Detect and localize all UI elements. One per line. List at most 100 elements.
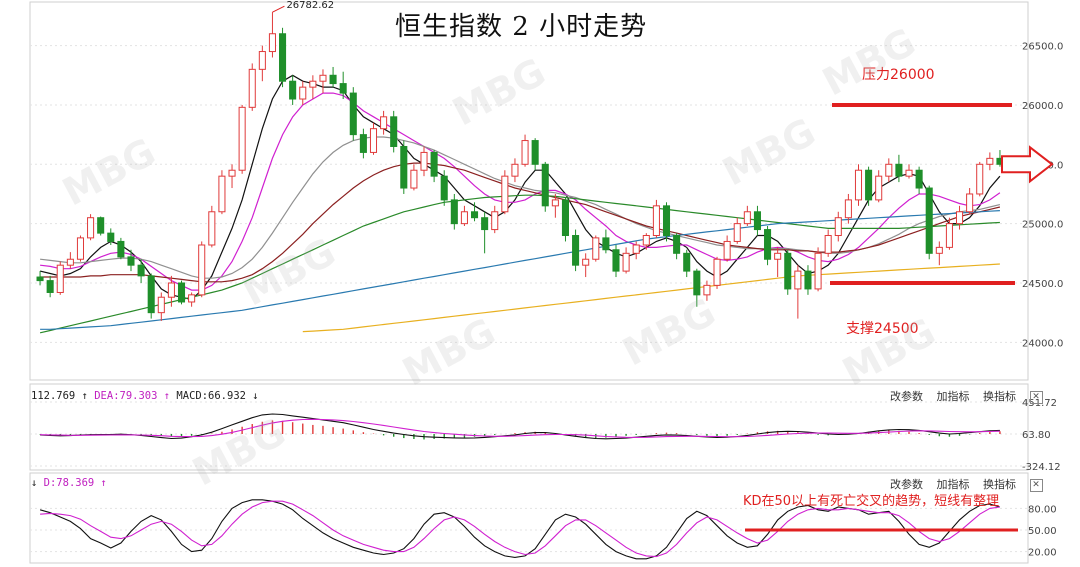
candle bbox=[279, 27, 287, 88]
candle bbox=[299, 81, 307, 105]
candle bbox=[693, 268, 701, 307]
candle bbox=[410, 164, 418, 191]
kd-change-params-button[interactable]: 改参数 bbox=[890, 478, 923, 491]
candle bbox=[673, 233, 681, 260]
candle-body bbox=[733, 223, 741, 242]
candle-body bbox=[966, 193, 974, 213]
candle bbox=[925, 185, 933, 260]
candle bbox=[683, 249, 691, 278]
candle-body bbox=[511, 163, 519, 177]
candle bbox=[117, 237, 125, 260]
candle-body bbox=[945, 223, 953, 248]
candle-body bbox=[87, 217, 95, 239]
candle-body bbox=[794, 270, 802, 290]
candle bbox=[986, 152, 994, 171]
candle bbox=[945, 217, 953, 250]
candle-body bbox=[289, 80, 297, 100]
candle-body bbox=[582, 258, 590, 266]
candle bbox=[46, 275, 54, 298]
candle bbox=[895, 154, 903, 183]
kd-add-indicator-button[interactable]: 加指标 bbox=[936, 478, 970, 491]
candle-body bbox=[612, 249, 620, 272]
macd-panel-buttons: 改参数 加指标 换指标 ✕ bbox=[880, 388, 1043, 404]
candle-body bbox=[97, 217, 105, 234]
candle bbox=[753, 205, 761, 236]
candle-body bbox=[471, 211, 479, 219]
candle bbox=[976, 161, 984, 197]
candle-body bbox=[935, 246, 943, 254]
candle bbox=[531, 138, 539, 171]
candle bbox=[956, 205, 964, 230]
candle-body bbox=[228, 169, 236, 177]
kd-switch-indicator-button[interactable]: 换指标 bbox=[983, 478, 1016, 491]
candle-body bbox=[339, 83, 347, 94]
candle bbox=[774, 247, 782, 278]
candle bbox=[794, 265, 802, 319]
candle-body bbox=[248, 68, 256, 108]
candle bbox=[471, 202, 479, 222]
candle bbox=[188, 292, 196, 307]
candle-body bbox=[925, 187, 933, 254]
candle-body bbox=[380, 116, 388, 130]
price-tick-label: 26500.0 bbox=[1022, 42, 1063, 53]
macd-dif-line bbox=[40, 413, 1000, 440]
candle bbox=[198, 241, 206, 298]
macd-close-icon[interactable]: ✕ bbox=[1029, 390, 1043, 404]
candle-body bbox=[369, 128, 378, 153]
candle bbox=[662, 202, 671, 242]
macd-tick-label: 63.80 bbox=[1022, 430, 1051, 441]
candle-body bbox=[390, 116, 398, 147]
candle-body bbox=[198, 244, 206, 296]
candle bbox=[76, 235, 84, 262]
candle bbox=[137, 259, 145, 283]
price-tick-label: 25000.0 bbox=[1022, 220, 1063, 231]
price-tick-label: 24000.0 bbox=[1022, 338, 1063, 349]
candle-body bbox=[460, 211, 468, 225]
candle bbox=[390, 110, 398, 153]
candle bbox=[501, 170, 509, 215]
candle-body bbox=[824, 235, 832, 254]
candle bbox=[309, 75, 317, 100]
macd-tick-label: -324.12 bbox=[1022, 462, 1061, 473]
candle bbox=[319, 69, 327, 94]
candle bbox=[592, 235, 600, 262]
candle bbox=[460, 205, 468, 227]
candle-body bbox=[177, 282, 186, 303]
macd-add-indicator-button[interactable]: 加指标 bbox=[936, 390, 970, 403]
kd-close-icon[interactable]: ✕ bbox=[1029, 478, 1043, 492]
candle bbox=[854, 164, 863, 206]
candle bbox=[248, 63, 256, 111]
candle-body bbox=[895, 163, 903, 177]
kd-tick-label: 80.00 bbox=[1028, 504, 1057, 515]
candle-body bbox=[46, 280, 54, 293]
candle bbox=[420, 146, 428, 177]
candle bbox=[551, 193, 559, 218]
candle bbox=[56, 261, 64, 295]
candle-body bbox=[218, 175, 226, 213]
candle bbox=[885, 158, 893, 183]
high-pointer bbox=[272, 5, 285, 13]
candle bbox=[521, 134, 529, 167]
candle bbox=[380, 110, 388, 135]
macd-change-params-button[interactable]: 改参数 bbox=[890, 390, 923, 403]
candle bbox=[400, 140, 408, 194]
kd-tick-label: 20.00 bbox=[1028, 548, 1057, 559]
candle-body bbox=[834, 217, 842, 237]
candle-body bbox=[723, 240, 731, 260]
macd-switch-indicator-button[interactable]: 换指标 bbox=[983, 390, 1016, 403]
right-arrow-icon bbox=[1001, 145, 1054, 184]
candle-body bbox=[683, 252, 691, 272]
candle bbox=[157, 292, 165, 321]
candle-body bbox=[430, 151, 438, 177]
candle bbox=[481, 211, 489, 254]
candle-body bbox=[450, 199, 458, 225]
candle-body bbox=[804, 270, 812, 290]
candle-body bbox=[956, 211, 964, 225]
candle bbox=[804, 265, 812, 295]
candle-body bbox=[541, 163, 549, 207]
candle bbox=[359, 128, 367, 159]
candle bbox=[218, 170, 226, 215]
pressure-annotation: 压力26000 bbox=[862, 67, 935, 83]
candle-body bbox=[117, 240, 125, 258]
